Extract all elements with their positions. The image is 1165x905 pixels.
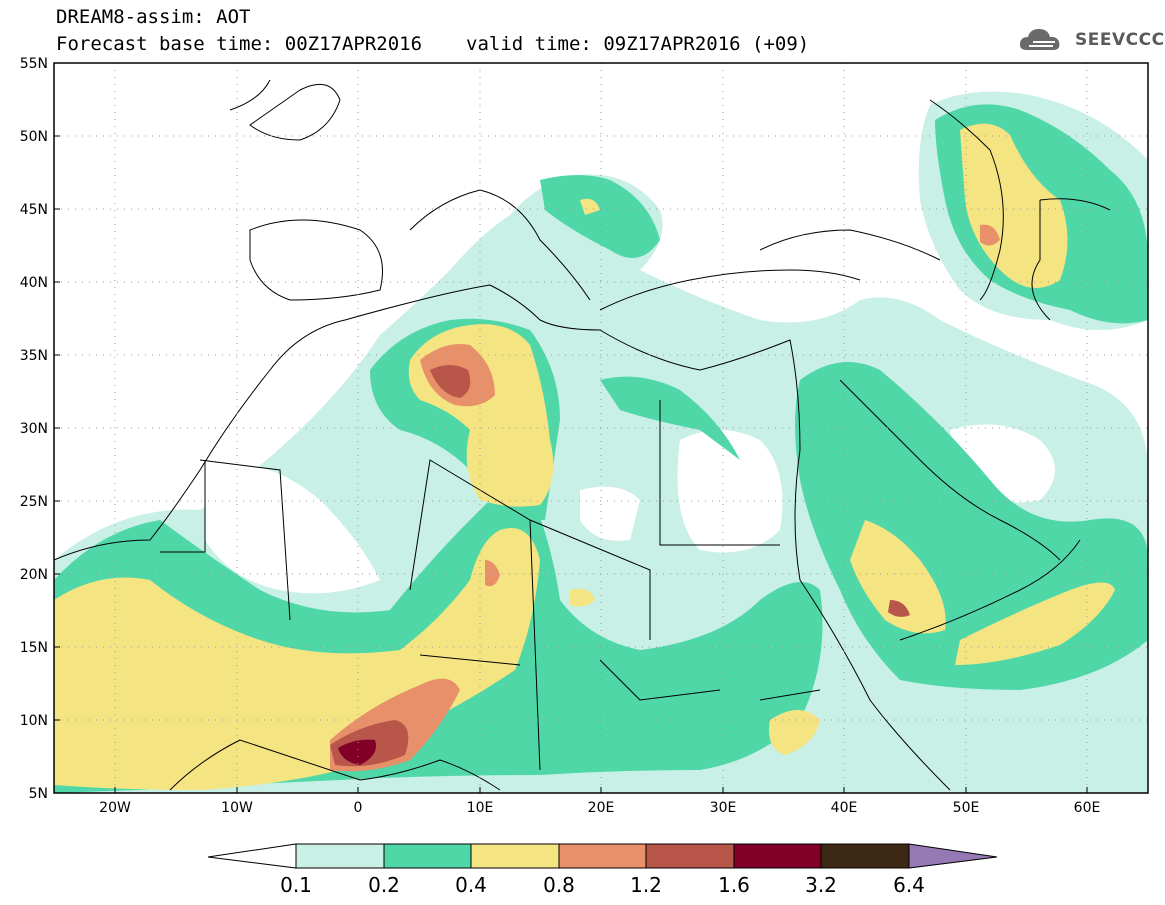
cloud-logo-icon	[1019, 29, 1060, 50]
lat-label-35n: 35N	[20, 348, 48, 364]
lon-label-0: 0	[354, 800, 363, 816]
valid-time: valid time: 09Z17APR2016 (+09)	[466, 33, 810, 55]
lon-label-60e: 60E	[1074, 800, 1101, 816]
colorbar-label-0-2: 0.2	[368, 873, 400, 897]
lon-label-20e: 20E	[588, 800, 615, 816]
colorbar-bin-2	[383, 843, 472, 869]
lat-label-40n: 40N	[20, 275, 48, 291]
colorbar-bin-6	[733, 843, 822, 869]
colorbar-label-3-2: 3.2	[805, 873, 837, 897]
colorbar-label-6-4: 6.4	[893, 873, 925, 897]
colorbar	[207, 843, 998, 869]
coastlines-borders	[54, 79, 1111, 791]
lon-label-30e: 30E	[710, 800, 737, 816]
colorbar-bin-7	[820, 843, 910, 869]
colorbar-bin-5	[645, 843, 735, 869]
colorbar-label-1-2: 1.2	[630, 873, 662, 897]
lat-label-50n: 50N	[20, 129, 48, 145]
colorbar-labels: 0.1 0.2 0.4 0.8 1.2 1.6 3.2 6.4	[280, 873, 925, 897]
colorbar-above-arrow	[908, 843, 998, 869]
seevccc-logo: SEEVCCC	[1017, 24, 1164, 58]
colorbar-label-1-6: 1.6	[718, 873, 750, 897]
lat-label-10n: 10N	[20, 713, 48, 729]
colorbar-label-0-4: 0.4	[455, 873, 487, 897]
colorbar-bin-4	[558, 843, 647, 869]
colorbar-label-0-1: 0.1	[280, 873, 312, 897]
colorbar-bin-3	[470, 843, 560, 869]
lat-label-20n: 20N	[20, 567, 48, 583]
lat-label-5n: 5N	[29, 786, 48, 802]
forecast-base-time: Forecast base time: 00Z17APR2016	[56, 33, 423, 55]
lon-label-10w: 10W	[221, 800, 253, 816]
lon-labels: 20W 10W 0 10E 20E 30E 40E 50E 60E	[99, 800, 1100, 816]
colorbar-below-arrow	[207, 843, 297, 869]
lon-label-50e: 50E	[953, 800, 980, 816]
lat-label-45n: 45N	[20, 202, 48, 218]
map-title: DREAM8-assim: AOT	[56, 6, 251, 28]
lat-label-55n: 55N	[20, 56, 48, 72]
colorbar-label-0-8: 0.8	[543, 873, 575, 897]
colorbar-bin-1	[295, 843, 385, 869]
tick-marks	[54, 62, 1088, 794]
map-subtitle: Forecast base time: 00Z17APR2016 valid ti…	[56, 33, 809, 55]
graticule	[54, 63, 1148, 793]
lon-label-10e: 10E	[467, 800, 494, 816]
lon-label-40e: 40E	[831, 800, 858, 816]
lat-label-25n: 25N	[20, 494, 48, 510]
lat-label-30n: 30N	[20, 421, 48, 437]
lat-labels: 5N 10N 15N 20N 25N 30N 35N 40N 45N 50N 5…	[20, 56, 48, 802]
lat-label-15n: 15N	[20, 640, 48, 656]
lon-label-20w: 20W	[99, 800, 131, 816]
logo-text: SEEVCCC	[1075, 30, 1165, 50]
